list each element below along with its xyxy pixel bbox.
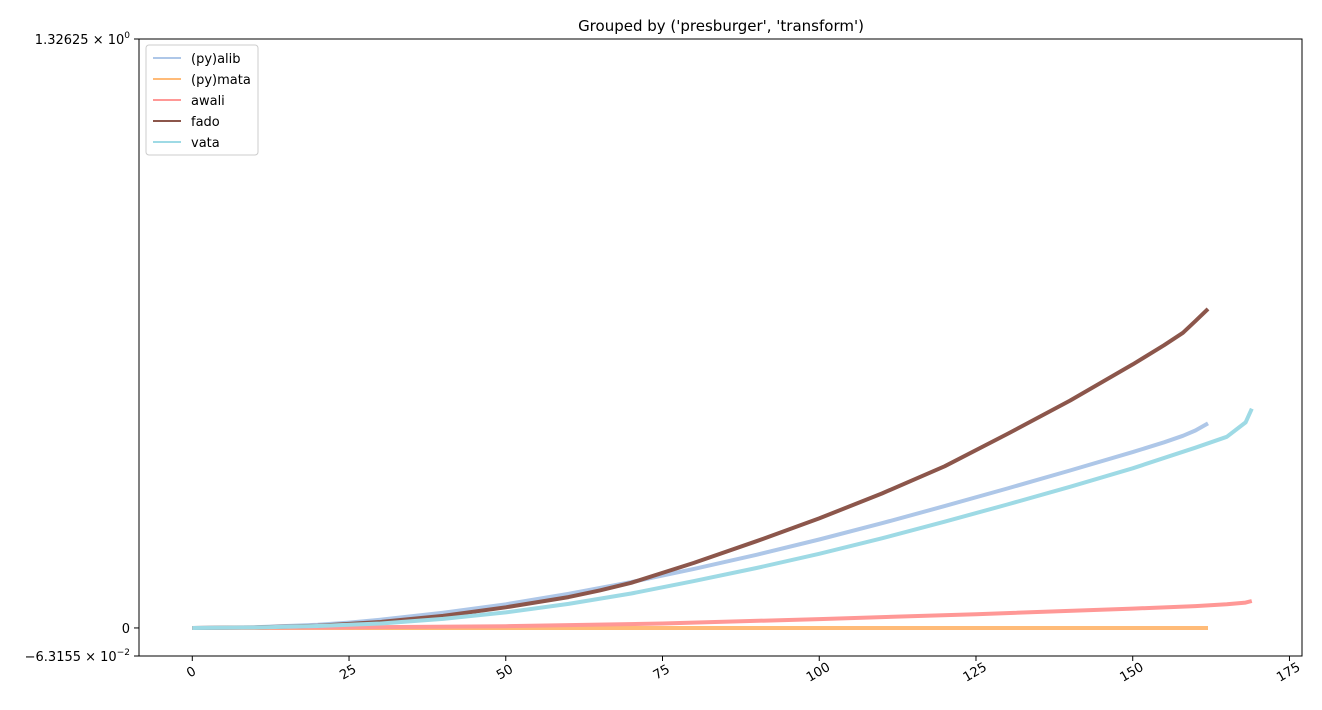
legend-label: (py)alib [191, 52, 241, 67]
legend-box [145, 44, 259, 156]
legend-label: (py)mata [191, 73, 251, 88]
x-tick-label: 25 [337, 662, 359, 683]
chart-title: Grouped by ('presburger', 'transform') [578, 17, 864, 35]
x-tick-label: 75 [651, 662, 673, 683]
series-line-2 [192, 599, 1253, 630]
legend-label: awali [191, 94, 225, 109]
legend-label: fado [191, 115, 220, 130]
plot-frame [138, 38, 1303, 657]
legend-label: vata [191, 136, 220, 151]
y-tick-label: −6.3155 × 10−2 [25, 648, 130, 665]
series-layer [192, 307, 1254, 630]
series-line-4 [192, 407, 1254, 630]
x-tick-label: 50 [494, 662, 516, 683]
y-tick-label: 0 [122, 622, 130, 637]
y-tick-label: 1.32625 × 100 [35, 31, 130, 48]
y-axis: 1.32625 × 100 0 −6.3155 × 10−2 [25, 31, 139, 665]
legend: (py)alib (py)mata awali fado vata [145, 44, 259, 156]
